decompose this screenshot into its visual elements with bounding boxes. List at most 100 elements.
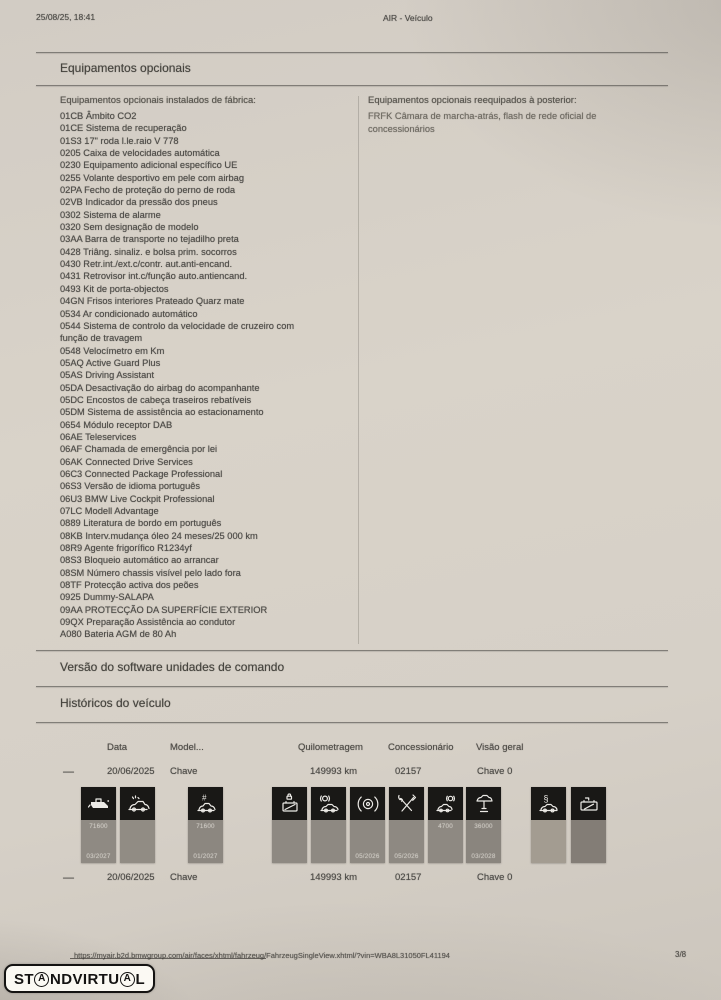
equipment-item: 03AA Barra de transporte no tejadilho pr… bbox=[60, 234, 239, 245]
equipment-item: 06AF Chamada de emergência por lei bbox=[60, 444, 218, 455]
factory-equipment-list: 01CB Âmbito CO2 01CE Sistema de recuperaç… bbox=[60, 110, 322, 641]
equipment-item: 0431 Retrovisor int.c/função auto.antien… bbox=[60, 271, 248, 282]
equipment-item: 07LC Modell Advantage bbox=[60, 506, 159, 516]
tile-value-top bbox=[531, 820, 566, 823]
equipment-item: 08KB Interv.mudança óleo 24 meses/25 000… bbox=[60, 530, 258, 541]
equipment-item: 06U3 BMW Live Cockpit Professional bbox=[60, 493, 215, 504]
oil-can-icon bbox=[81, 787, 116, 820]
column-header-concessionrio: Concessionário bbox=[388, 742, 454, 753]
tile-value-top bbox=[120, 820, 155, 823]
service-tile: § bbox=[531, 787, 566, 863]
svg-text:§: § bbox=[543, 793, 548, 803]
row-expander: — bbox=[63, 872, 74, 884]
history-date: 20/06/2025 bbox=[107, 766, 155, 777]
divider bbox=[36, 650, 668, 651]
car-lift-icon bbox=[466, 787, 501, 820]
circled-a-glyph: A bbox=[119, 971, 135, 987]
car-grid-icon: # bbox=[188, 787, 223, 820]
tile-readings bbox=[272, 820, 307, 863]
brake-disc-icon bbox=[350, 787, 385, 820]
service-tile bbox=[272, 787, 307, 863]
equipment-item: 0493 Kit de porta-objectos bbox=[60, 283, 169, 294]
tile-value-top bbox=[571, 820, 606, 823]
tile-readings: 05/2026 bbox=[389, 820, 424, 863]
history-model: Chave bbox=[170, 872, 198, 883]
equipment-item: 0544 Sistema de controlo da velocidade d… bbox=[60, 320, 295, 344]
equipment-item: 05AS Driving Assistant bbox=[60, 370, 155, 381]
standvirtual-watermark: ST A NDVIRTU A L bbox=[4, 964, 156, 993]
retrofit-equipment-list: FRFK Câmara de marcha-atrás, flash de re… bbox=[368, 110, 660, 135]
tile-readings bbox=[571, 820, 606, 863]
circled-a-glyph: A bbox=[34, 971, 50, 987]
retrofit-equipment-heading: Equipamentos opcionais reequipados à pos… bbox=[368, 95, 577, 106]
history-overview: Chave 0 bbox=[477, 872, 513, 883]
tile-readings bbox=[120, 820, 155, 863]
equipment-item: 06S3 Versão de idioma português bbox=[60, 481, 201, 492]
equipment-item: 0654 Módulo receptor DAB bbox=[60, 419, 173, 430]
column-header-visogeral: Visão geral bbox=[476, 742, 524, 753]
equipment-item: 09AA PROTECÇÃO DA SUPERFÍCIE EXTERIOR bbox=[60, 604, 268, 615]
tile-value-bottom: 05/2026 bbox=[394, 853, 419, 860]
divider bbox=[36, 686, 668, 687]
tile-readings: 71600 03/2027 bbox=[81, 820, 116, 863]
service-tile: 05/2026 bbox=[350, 787, 385, 863]
tile-value-top: 4700 bbox=[438, 823, 453, 830]
brake-warning-car-icon bbox=[311, 787, 346, 820]
section-title-software: Versão do software unidades de comando bbox=[60, 660, 285, 674]
car-sparkle-icon bbox=[120, 787, 155, 820]
tile-readings bbox=[531, 820, 566, 863]
history-model: Chave bbox=[170, 766, 198, 777]
tile-readings: 36000 03/2028 bbox=[466, 820, 501, 863]
tile-value-top bbox=[272, 820, 307, 823]
tile-readings: 4700 bbox=[428, 820, 463, 863]
scan-artifact-line bbox=[70, 958, 266, 960]
equipment-item: 04GN Frisos interiores Prateado Quarz ma… bbox=[60, 296, 245, 307]
equipment-item: 08R9 Agente frigorífico R1234yf bbox=[60, 543, 192, 554]
tile-readings: 05/2026 bbox=[350, 820, 385, 863]
tile-readings: 71600 01/2027 bbox=[188, 820, 223, 863]
equipment-item: 08TF Protecção activa dos peões bbox=[60, 580, 199, 591]
service-tile: 4700 bbox=[428, 787, 463, 863]
equipment-item: 05AQ Active Guard Plus bbox=[60, 357, 161, 368]
equipment-item: 0548 Velocímetro em Km bbox=[60, 345, 165, 356]
document-title: AIR - Veículo bbox=[383, 13, 433, 23]
equipment-item: 0255 Volante desportivo em pele com airb… bbox=[60, 172, 244, 183]
equipment-item: 06AE Teleservices bbox=[60, 431, 137, 442]
tile-value-bottom: 03/2027 bbox=[86, 853, 111, 860]
service-tile: 05/2026 bbox=[389, 787, 424, 863]
service-tile bbox=[571, 787, 606, 863]
history-dealer: 02157 bbox=[395, 766, 422, 777]
equipment-item: 02PA Fecho de proteção do perno de roda bbox=[60, 185, 236, 196]
equipment-item: FRFK Câmara de marcha-atrás, flash de re… bbox=[368, 111, 597, 134]
equipment-item: 0205 Caixa de velocidades automática bbox=[60, 148, 220, 159]
history-date: 20/06/2025 bbox=[107, 872, 155, 883]
history-mileage: 149993 km bbox=[310, 872, 358, 883]
factory-equipment-heading: Equipamentos opcionais instalados de fáb… bbox=[60, 95, 256, 106]
column-header-data: Data bbox=[107, 742, 128, 753]
service-tile: 71600 03/2027 bbox=[81, 787, 116, 863]
section-title-history: Históricos do veículo bbox=[60, 696, 171, 710]
column-header-quilometragem: Quilometragem bbox=[298, 742, 363, 753]
print-timestamp: 25/08/25, 18:41 bbox=[36, 12, 96, 22]
equipment-item: 01S3 17" roda l.le.raio V 778 bbox=[60, 135, 179, 146]
equipment-item: 02VB Indicador da pressão dos pneus bbox=[60, 197, 218, 208]
equipment-item: 05DA Desactivação do airbag do acompanha… bbox=[60, 382, 260, 393]
equipment-item: 0430 Retr.int./ext.c/contr. aut.anti-enc… bbox=[60, 259, 233, 270]
column-divider bbox=[358, 96, 359, 644]
tile-value-bottom: 01/2027 bbox=[193, 853, 218, 860]
tile-value-top bbox=[389, 820, 424, 823]
history-overview: Chave 0 bbox=[477, 766, 513, 777]
service-tile bbox=[311, 787, 346, 863]
equipment-item: 06C3 Connected Package Professional bbox=[60, 468, 223, 479]
tile-value-top: 71600 bbox=[196, 823, 215, 830]
equipment-item: 05DC Encostos de cabeça traseiros rebatí… bbox=[60, 394, 252, 405]
tile-value-top bbox=[311, 820, 346, 823]
tile-value-bottom: 03/2028 bbox=[471, 853, 496, 860]
equipment-item: A080 Bateria AGM de 80 Ah bbox=[60, 629, 177, 640]
service-tile: #71600 01/2027 bbox=[188, 787, 223, 863]
equipment-item: 0889 Literatura de bordo em português bbox=[60, 518, 222, 529]
row-expander: — bbox=[63, 766, 74, 778]
battery-lock-icon bbox=[272, 787, 307, 820]
history-dealer: 02157 bbox=[395, 872, 422, 883]
equipment-item: 0302 Sistema de alarme bbox=[60, 209, 161, 220]
